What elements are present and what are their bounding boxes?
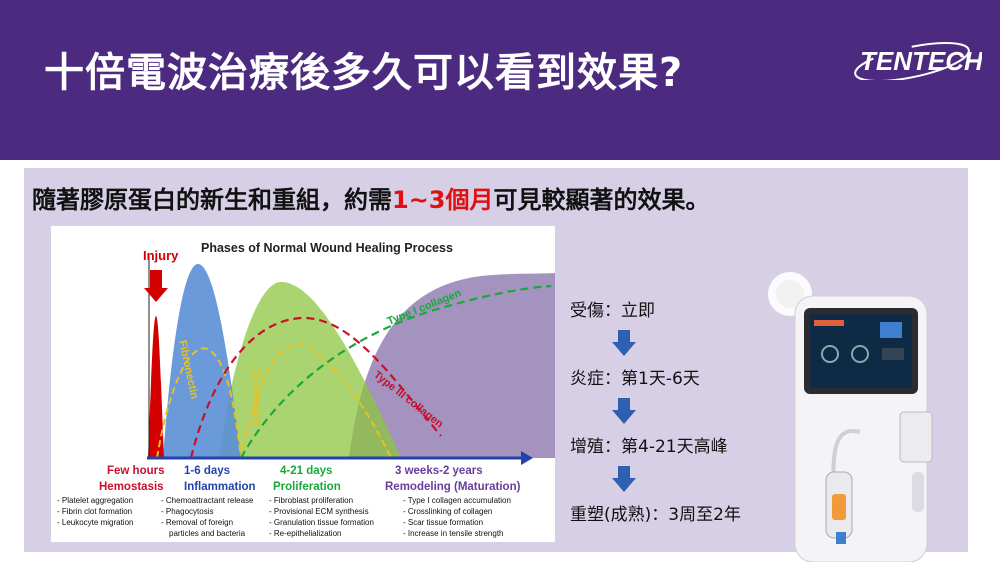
hemostasis-area — [148, 316, 164, 458]
fibronectin-curve-1 — [156, 347, 242, 459]
phase-name-inflammation: Inflammation — [184, 481, 256, 493]
page-title: 十倍電波治療後多久可以看到效果? — [44, 50, 684, 96]
wound-healing-chart: Injury Phases of Normal Wound Healing Pr… — [51, 226, 555, 542]
activity-item: - Scar tissue formation — [403, 518, 483, 527]
down-arrow-icon — [612, 398, 636, 424]
proliferation-activities: - Fibroblast proliferation - Provisional… — [269, 496, 374, 538]
step-proliferation: 增殖：第4-21天高峰 — [570, 437, 728, 457]
activity-item: - Re-epithelialization — [269, 529, 341, 538]
chart-title: Phases of Normal Wound Healing Process — [201, 241, 453, 255]
phase-time-inflammation: 1-6 days — [184, 465, 230, 477]
activity-item: - Chemoattractant release — [161, 496, 254, 505]
header-bar: 十倍電波治療後多久可以看到效果? TENTECH — [0, 0, 1000, 160]
step-remodeling: 重塑(成熟)：3周至2年 — [570, 505, 741, 525]
activity-item: - Fibrin clot formation — [57, 507, 132, 516]
subtitle-highlight: 1~3個月 — [392, 186, 494, 214]
rf-device-image — [768, 272, 933, 562]
activity-item: - Crosslinking of collagen — [403, 507, 492, 516]
healing-steps: 受傷：立即 炎症：第1天-6天 增殖：第4-21天高峰 重塑(成熟)：3周至2年 — [570, 296, 770, 556]
activity-item: - Type I collagen accumulation — [403, 496, 511, 505]
phase-time-remodeling: 3 weeks-2 years — [395, 465, 483, 477]
activity-item: - Granulation tissue formation — [269, 518, 374, 527]
injury-label: Injury — [143, 248, 179, 263]
activity-item: - Provisional ECM synthesis — [269, 507, 369, 516]
phase-name-proliferation: Proliferation — [273, 481, 341, 493]
x-axis-arrowhead — [521, 451, 533, 465]
activity-item: - Fibroblast proliferation — [269, 496, 353, 505]
content-panel: 隨著膠原蛋白的新生和重組，約需1~3個月可見較顯著的效果。 Injury — [24, 168, 968, 552]
type1-collagen-curve — [240, 284, 552, 459]
activity-item: - Removal of foreign — [161, 518, 233, 527]
hemostasis-activities: - Platelet aggregation - Fibrin clot for… — [57, 496, 133, 527]
phase-name-hemostasis: Hemostasis — [99, 481, 164, 493]
fibronectin-curve-2 — [240, 343, 392, 459]
down-arrow-icon — [612, 330, 636, 356]
subtitle-pre: 隨著膠原蛋白的新生和重組，約需 — [32, 186, 392, 214]
remodeling-area — [349, 273, 555, 458]
injury-arrow — [144, 270, 168, 302]
phase-time-hemostasis: Few hours — [107, 465, 165, 477]
activity-item: - Increase in tensile strength — [403, 529, 504, 538]
activity-item: - Phagocytosis — [161, 507, 213, 516]
chart-svg: Injury Phases of Normal Wound Healing Pr… — [57, 241, 555, 538]
activity-item: particles and bacteria — [169, 529, 246, 538]
subtitle-post: 可見較顯著的效果。 — [493, 186, 710, 214]
activity-item: - Leukocyte migration — [57, 518, 133, 527]
inflammation-activities: - Chemoattractant release - Phagocytosis… — [161, 496, 254, 538]
remodeling-activities: - Type I collagen accumulation - Crossli… — [403, 496, 511, 538]
phase-name-remodeling: Remodeling (Maturation) — [385, 481, 521, 493]
proliferation-area — [219, 282, 401, 458]
logo-text: TENTECH — [860, 46, 982, 76]
down-arrow-icon — [612, 466, 636, 492]
type3-collagen-curve — [189, 316, 442, 459]
activity-item: - Platelet aggregation — [57, 496, 133, 505]
step-inflammation: 炎症：第1天-6天 — [570, 369, 700, 389]
step-injury: 受傷：立即 — [570, 301, 655, 321]
tentech-logo: TENTECH — [854, 42, 982, 80]
phase-time-proliferation: 4-21 days — [280, 465, 332, 477]
fibronectin-label-2: Fibronectin — [249, 366, 263, 427]
inflammation-area — [163, 264, 241, 458]
subtitle: 隨著膠原蛋白的新生和重組，約需1~3個月可見較顯著的效果。 — [32, 180, 710, 215]
